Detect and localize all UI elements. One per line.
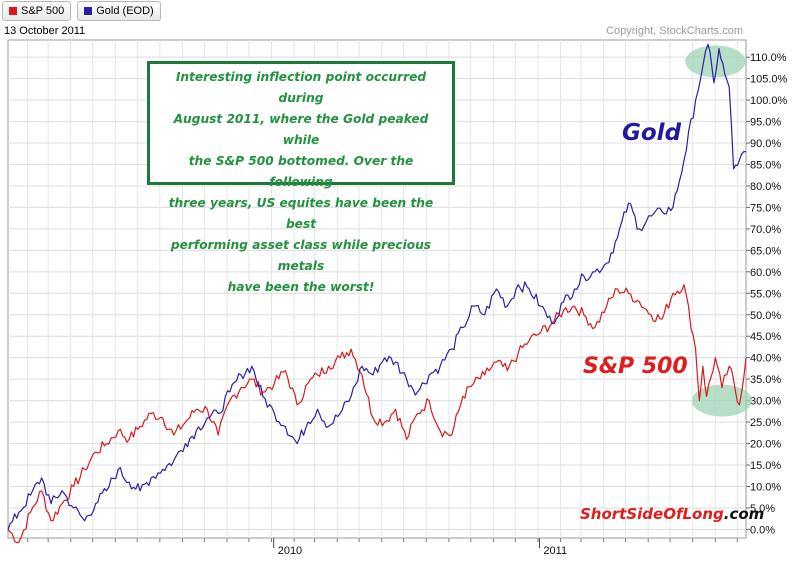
legend-gold[interactable]: Gold (EOD) bbox=[77, 1, 161, 21]
annotation-line-2: August 2011, where the Gold peaked while bbox=[173, 112, 429, 147]
y-tick-label: 75.0% bbox=[750, 202, 781, 214]
y-tick-label: 0.0% bbox=[750, 524, 775, 536]
y-tick-label: 25.0% bbox=[750, 417, 781, 429]
y-tick-label: 20.0% bbox=[750, 439, 781, 451]
logo-part-2: .com bbox=[723, 505, 765, 523]
y-tick-label: 100.0% bbox=[750, 95, 788, 107]
y-tick-label: 50.0% bbox=[750, 310, 781, 322]
legend-gold-label: Gold (EOD) bbox=[96, 5, 154, 17]
x-tick-label: 2011 bbox=[543, 545, 567, 557]
y-tick-label: 55.0% bbox=[750, 288, 781, 300]
y-tick-label: 90.0% bbox=[750, 138, 781, 150]
y-tick-label: 70.0% bbox=[750, 224, 781, 236]
copyright-text: Copyright, StockCharts.com bbox=[606, 25, 743, 37]
legend-bar: S&P 500 Gold (EOD) bbox=[0, 0, 161, 22]
y-tick-label: 10.0% bbox=[750, 481, 781, 493]
y-tick-label: 30.0% bbox=[750, 396, 781, 408]
y-tick-label: 35.0% bbox=[750, 374, 781, 386]
logo-part-1: ShortSideOfLong bbox=[580, 505, 724, 523]
annotation-line-4: three years, US equites have been the be… bbox=[168, 196, 434, 231]
highlight-ellipse bbox=[685, 45, 746, 78]
chart-date: 13 October 2011 bbox=[4, 25, 86, 37]
sp500-series-line bbox=[7, 284, 747, 544]
legend-sp500[interactable]: S&P 500 bbox=[2, 1, 72, 21]
y-tick-label: 15.0% bbox=[750, 460, 781, 472]
annotation-box: Interesting inflection point occurred du… bbox=[147, 61, 455, 294]
annotation-line-1: Interesting inflection point occurred du… bbox=[175, 70, 427, 105]
y-tick-label: 65.0% bbox=[750, 245, 781, 257]
y-tick-label: 5.0% bbox=[750, 503, 775, 515]
y-tick-label: 95.0% bbox=[750, 117, 781, 129]
y-tick-label: 40.0% bbox=[750, 353, 781, 365]
annotation-line-6: have been the worst! bbox=[227, 280, 375, 294]
legend-sp500-label: S&P 500 bbox=[21, 5, 65, 17]
gold-series-label: Gold bbox=[622, 120, 682, 146]
y-tick-label: 105.0% bbox=[750, 74, 788, 86]
sp500-swatch-icon bbox=[9, 7, 17, 15]
y-tick-label: 60.0% bbox=[750, 267, 781, 279]
y-tick-label: 85.0% bbox=[750, 160, 781, 172]
sp500-series-label: S&P 500 bbox=[583, 354, 688, 379]
annotation-line-5: performing asset class while precious me… bbox=[170, 238, 432, 273]
gold-swatch-icon bbox=[84, 7, 93, 15]
annotation-line-3: the S&P 500 bottomed. Over the following bbox=[188, 154, 414, 189]
y-tick-label: 110.0% bbox=[750, 52, 787, 64]
y-tick-label: 80.0% bbox=[750, 181, 781, 193]
x-tick-label: 2010 bbox=[278, 545, 302, 557]
y-tick-label: 45.0% bbox=[750, 331, 781, 343]
gold-series-line bbox=[7, 43, 747, 530]
shortsideoflong-logo: ShortSideOfLong.com bbox=[580, 505, 764, 523]
